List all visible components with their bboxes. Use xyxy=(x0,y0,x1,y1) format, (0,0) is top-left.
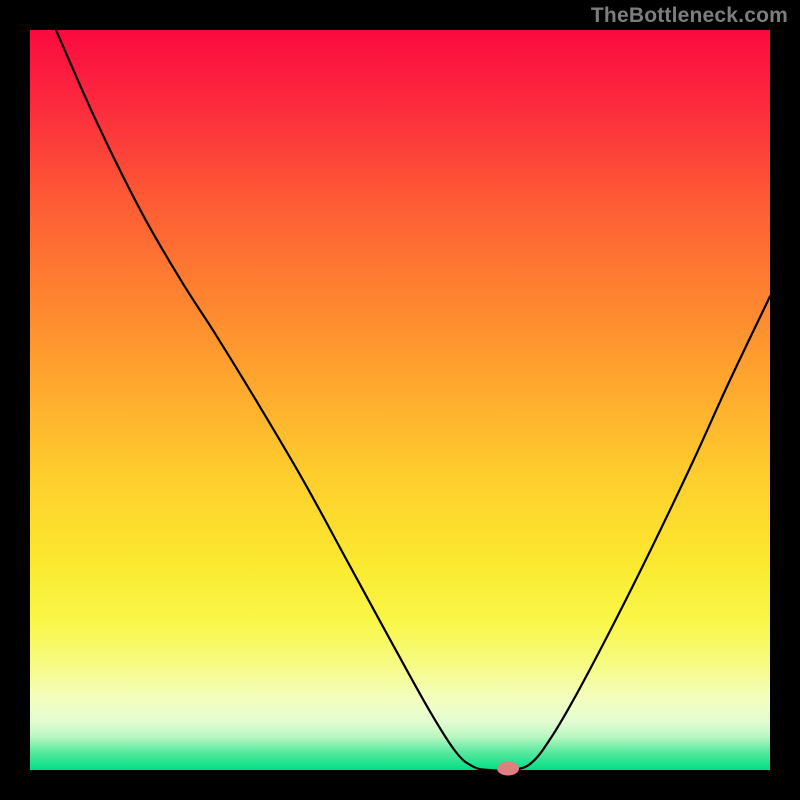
bottleneck-chart xyxy=(0,0,800,800)
chart-container: TheBottleneck.com xyxy=(0,0,800,800)
optimal-marker xyxy=(497,762,519,776)
